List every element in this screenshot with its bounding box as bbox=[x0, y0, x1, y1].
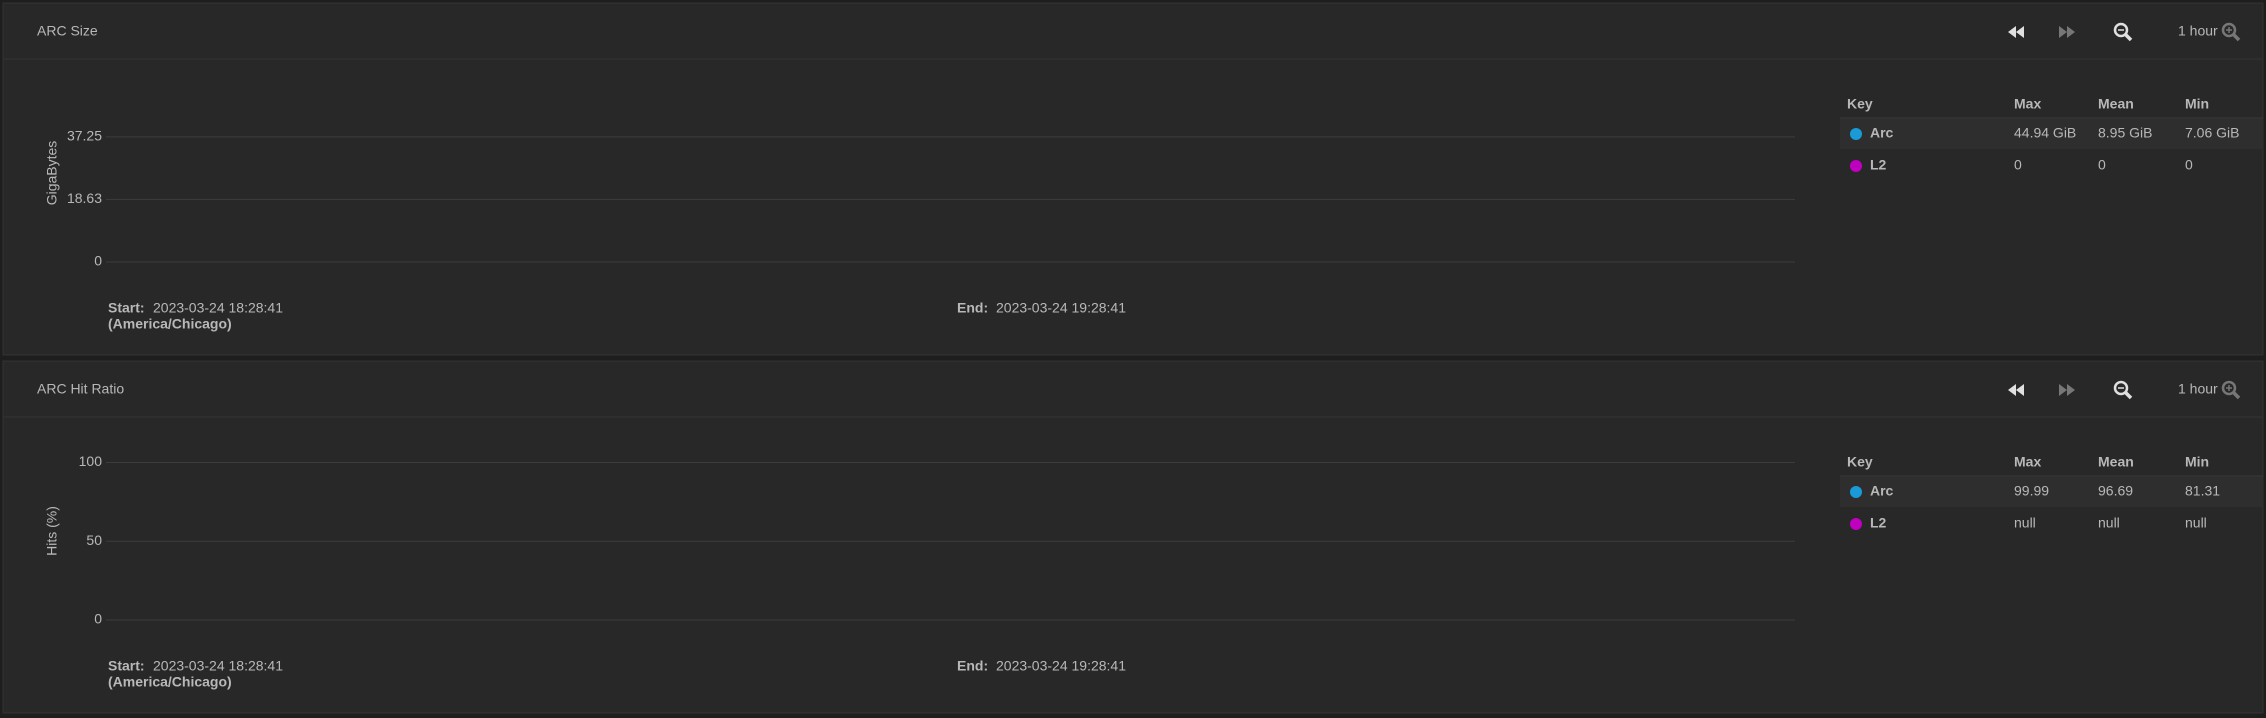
legend-value: 96.69 bbox=[2098, 483, 2133, 499]
end-label: End: bbox=[957, 658, 988, 674]
legend-name: Arc bbox=[1870, 483, 1894, 499]
legend-header: Min bbox=[2185, 454, 2209, 470]
legend-name: Arc bbox=[1870, 125, 1894, 141]
panel-background bbox=[2, 360, 2264, 714]
magnifier-handle bbox=[2123, 32, 2133, 42]
legend-value: 44.94 GiB bbox=[2014, 125, 2076, 141]
legend-value: 99.99 bbox=[2014, 483, 2049, 499]
panel-title: ARC Hit Ratio bbox=[37, 381, 124, 397]
legend-header: Max bbox=[2014, 96, 2041, 112]
forward-button[interactable] bbox=[2059, 26, 2075, 38]
legend-name: L2 bbox=[1870, 515, 1887, 531]
magnifier-handle bbox=[2123, 390, 2133, 400]
magnifier-lens bbox=[2113, 22, 2129, 38]
rewind-button[interactable] bbox=[2008, 384, 2024, 396]
zoom-out-button[interactable] bbox=[2113, 380, 2133, 400]
zoom-in-button[interactable] bbox=[2221, 22, 2241, 42]
legend-header: Mean bbox=[2098, 454, 2134, 470]
legend-value: 7.06 GiB bbox=[2185, 125, 2239, 141]
start-time: 2023-03-24 18:28:41 bbox=[153, 300, 283, 316]
start-label: Start: bbox=[108, 658, 145, 674]
magnifier-lens bbox=[2221, 22, 2237, 38]
legend-row-highlight bbox=[1840, 119, 2263, 149]
timezone: (America/Chicago) bbox=[108, 316, 232, 332]
legend-value: null bbox=[2014, 515, 2036, 531]
magnifier-lens bbox=[2221, 380, 2237, 396]
forward-button[interactable] bbox=[2059, 384, 2075, 396]
legend-value: null bbox=[2098, 515, 2120, 531]
legend-value: null bbox=[2185, 515, 2207, 531]
legend-value: 8.95 GiB bbox=[2098, 125, 2152, 141]
zoom-out-button[interactable] bbox=[2113, 22, 2133, 42]
panel-background bbox=[2, 2, 2264, 356]
legend-value: 0 bbox=[2185, 157, 2193, 173]
zoom-in-button[interactable] bbox=[2221, 380, 2241, 400]
magnifier-handle bbox=[2231, 32, 2241, 42]
y-tick-label: 100 bbox=[79, 453, 103, 469]
legend-value: 81.31 bbox=[2185, 483, 2220, 499]
legend-header: Max bbox=[2014, 454, 2041, 470]
y-tick-label: 18.63 bbox=[67, 190, 102, 206]
legend-dot bbox=[1850, 128, 1862, 140]
legend-header: Min bbox=[2185, 96, 2209, 112]
y-axis-label: Hits (%) bbox=[44, 506, 60, 556]
y-tick-label: 0 bbox=[94, 611, 102, 627]
legend-dot bbox=[1850, 486, 1862, 498]
magnifier-lens bbox=[2113, 380, 2129, 396]
y-tick-label: 37.25 bbox=[67, 128, 102, 144]
end-time: 2023-03-24 19:28:41 bbox=[996, 658, 1126, 674]
legend-header: Key bbox=[1847, 454, 1873, 470]
legend-row-highlight bbox=[1840, 477, 2263, 507]
time-range: 1 hour bbox=[2178, 23, 2218, 39]
magnifier-handle bbox=[2231, 390, 2241, 400]
legend-value: 0 bbox=[2098, 157, 2106, 173]
legend-dot bbox=[1850, 518, 1862, 530]
legend-dot bbox=[1850, 160, 1862, 172]
legend-header: Key bbox=[1847, 96, 1873, 112]
end-time: 2023-03-24 19:28:41 bbox=[996, 300, 1126, 316]
y-tick-label: 50 bbox=[86, 532, 102, 548]
start-time: 2023-03-24 18:28:41 bbox=[153, 658, 283, 674]
rewind-button[interactable] bbox=[2008, 26, 2024, 38]
y-axis-label: GigaBytes bbox=[44, 141, 60, 206]
time-range: 1 hour bbox=[2178, 381, 2218, 397]
end-label: End: bbox=[957, 300, 988, 316]
legend-value: 0 bbox=[2014, 157, 2022, 173]
y-tick-label: 0 bbox=[94, 253, 102, 269]
timezone: (America/Chicago) bbox=[108, 674, 232, 690]
legend-header: Mean bbox=[2098, 96, 2134, 112]
start-label: Start: bbox=[108, 300, 145, 316]
legend-name: L2 bbox=[1870, 157, 1887, 173]
panel-title: ARC Size bbox=[37, 23, 98, 39]
